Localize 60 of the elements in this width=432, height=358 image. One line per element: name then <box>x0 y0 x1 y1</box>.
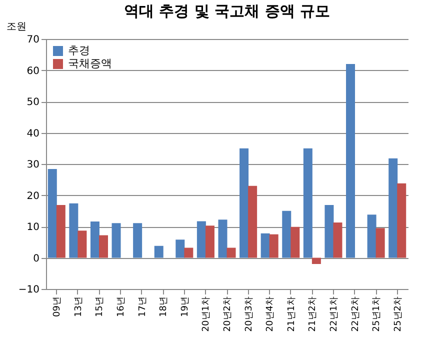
bar <box>248 186 258 258</box>
bar <box>324 204 334 258</box>
bar <box>226 248 236 258</box>
x-tick-label: 18년 <box>159 296 170 317</box>
bar <box>269 234 278 258</box>
x-tick-label: 09년 <box>52 296 63 317</box>
bar <box>260 233 270 258</box>
bar <box>367 214 376 258</box>
x-tick-label: 21년1차 <box>286 296 297 332</box>
bar <box>346 64 356 258</box>
bar <box>290 226 300 258</box>
y-tick-label: 40 <box>26 128 40 140</box>
x-tick-label: 19년 <box>180 296 190 317</box>
y-tick-label: 50 <box>26 97 40 108</box>
bar <box>78 230 87 258</box>
y-tick-label: 0 <box>33 253 40 264</box>
bar <box>184 248 194 258</box>
bar <box>388 158 398 258</box>
x-tick-label: 13년 <box>74 296 84 317</box>
x-tick-label: 25년2차 <box>393 296 404 332</box>
x-tick-label: 16년 <box>116 296 127 317</box>
bar <box>98 235 108 258</box>
x-tick-label: 22년2차 <box>350 296 361 332</box>
x-tick-label: 17년 <box>138 296 148 317</box>
y-axis-title: 조원 <box>6 22 26 32</box>
x-tick-label: 20년1차 <box>202 296 212 332</box>
y-tick-label: 30 <box>26 160 40 170</box>
bar <box>154 246 164 258</box>
chart-title: 역대 추경 및 국고채 증액 규모 <box>124 2 330 20</box>
x-tick-label: 20년3차 <box>244 296 254 332</box>
x-tick-label: 22년1차 <box>329 296 340 332</box>
x-tick-label: 15년 <box>95 296 106 317</box>
bar <box>176 240 185 258</box>
bar <box>112 223 121 258</box>
y-tick-label: 20 <box>26 190 40 202</box>
bar <box>376 228 385 258</box>
bar <box>312 258 321 264</box>
x-tick-label: 21년2차 <box>308 296 318 332</box>
x-tick-label: 25년1차 <box>372 296 382 332</box>
y-tick-label: 60 <box>26 66 40 77</box>
y-tick-label: 10 <box>26 222 40 233</box>
legend-label: 추경 <box>68 44 90 57</box>
bar <box>196 221 206 258</box>
bar <box>282 210 292 258</box>
bar <box>133 223 142 258</box>
x-tick-label: 20년4차 <box>266 296 276 332</box>
bar <box>333 222 342 258</box>
bar <box>69 203 78 258</box>
bar <box>56 204 66 258</box>
x-tick-label: 20년2차 <box>223 296 233 332</box>
y-tick-label: 70 <box>26 34 40 46</box>
bar <box>303 148 312 258</box>
legend-label: 국채증액 <box>68 57 112 70</box>
y-tick-label: −10 <box>18 284 40 296</box>
bar <box>90 222 100 258</box>
bar <box>205 226 214 258</box>
bar <box>240 148 249 258</box>
bar <box>218 220 228 258</box>
bar <box>48 169 57 258</box>
bar <box>397 183 406 258</box>
